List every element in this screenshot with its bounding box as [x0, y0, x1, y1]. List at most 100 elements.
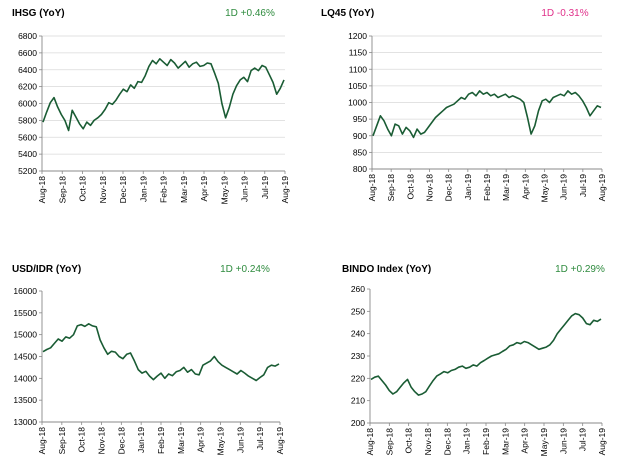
- daily-change-label: 1D +0.24%: [220, 264, 270, 275]
- x-tick-label: Aug-19: [275, 427, 285, 455]
- x-tick-label: Mar-19: [501, 174, 511, 201]
- y-tick-label: 260: [351, 284, 365, 294]
- x-tick-label: Jul-19: [260, 176, 270, 199]
- y-tick-label: 210: [351, 396, 365, 406]
- x-tick-label: Mar-19: [500, 428, 510, 455]
- x-tick-label: Feb-19: [482, 174, 492, 201]
- x-tick-label: Jan-19: [138, 176, 148, 202]
- x-tick-label: Feb-19: [159, 176, 169, 203]
- y-tick-label: 1150: [349, 48, 368, 58]
- x-tick-label: May-19: [540, 174, 550, 203]
- series-line: [370, 312, 602, 396]
- x-tick-label: Dec-18: [118, 176, 128, 204]
- x-tick-label: Apr-19: [199, 176, 209, 202]
- y-tick-label: 900: [353, 131, 367, 141]
- series-line: [42, 57, 285, 132]
- x-tick-label: Aug-18: [37, 176, 47, 204]
- x-tick-label: Nov-18: [425, 174, 435, 202]
- y-tick-label: 6200: [18, 82, 37, 92]
- y-tick-label: 230: [351, 351, 365, 361]
- y-tick-label: 250: [351, 306, 365, 316]
- y-tick-label: 6600: [18, 48, 37, 58]
- x-tick-label: Mar-19: [176, 427, 186, 454]
- y-tick-label: 13000: [13, 417, 37, 427]
- daily-change-label: 1D -0.31%: [541, 8, 588, 19]
- y-tick-label: 15000: [13, 330, 37, 340]
- x-tick-label: Jan-19: [462, 428, 472, 454]
- x-tick-label: May-19: [539, 428, 549, 457]
- x-tick-label: Nov-18: [423, 428, 433, 456]
- x-tick-label: Aug-19: [280, 176, 290, 204]
- x-tick-label: Feb-19: [156, 427, 166, 454]
- x-tick-label: Dec-18: [442, 428, 452, 456]
- series-line: [42, 322, 280, 382]
- x-tick-label: Jan-19: [136, 427, 146, 453]
- y-tick-label: 1000: [348, 98, 367, 108]
- x-tick-label: Jun-19: [240, 176, 250, 202]
- x-tick-label: Aug-19: [597, 174, 607, 202]
- chart-title: USD/IDR (YoY): [12, 264, 81, 275]
- y-tick-label: 5800: [18, 115, 37, 125]
- x-tick-label: Apr-19: [520, 174, 530, 200]
- y-tick-label: 14500: [13, 352, 37, 362]
- y-tick-label: 6000: [18, 99, 37, 109]
- x-tick-label: Nov-18: [98, 176, 108, 204]
- x-tick-label: Feb-19: [481, 428, 491, 455]
- y-tick-label: 220: [351, 373, 365, 383]
- x-tick-label: Oct-18: [404, 428, 414, 454]
- y-tick-label: 16000: [13, 286, 37, 296]
- x-tick-label: Apr-19: [520, 428, 530, 454]
- series-line: [372, 90, 602, 139]
- chart-title: BINDO Index (YoY): [342, 264, 431, 275]
- x-tick-label: Jul-19: [255, 427, 265, 450]
- x-tick-label: Sep-18: [384, 428, 394, 456]
- x-tick-label: Dec-18: [444, 174, 454, 202]
- y-tick-label: 5600: [18, 132, 37, 142]
- x-tick-label: Aug-18: [367, 174, 377, 202]
- y-tick-label: 800: [353, 164, 367, 174]
- x-tick-label: Sep-18: [57, 427, 67, 455]
- x-tick-label: Jan-19: [463, 174, 473, 200]
- x-tick-label: Jul-19: [578, 428, 588, 451]
- y-tick-label: 1050: [348, 81, 367, 91]
- x-tick-label: Sep-18: [386, 174, 396, 202]
- x-tick-label: Jun-19: [235, 427, 245, 453]
- x-tick-label: Jul-19: [578, 174, 588, 197]
- daily-change-label: 1D +0.29%: [555, 264, 605, 275]
- chart-2: LQ45 (YoY) 1D -0.31% 1200 1150 1100 1050 1000 9…: [321, 8, 607, 202]
- y-tick-label: 240: [351, 329, 365, 339]
- x-tick-label: Mar-19: [179, 176, 189, 203]
- x-tick-label: Dec-18: [116, 427, 126, 455]
- x-tick-label: Aug-19: [597, 428, 607, 456]
- x-tick-label: Nov-18: [97, 427, 107, 455]
- y-tick-label: 950: [353, 114, 367, 124]
- daily-change-label: 1D +0.46%: [225, 8, 275, 19]
- x-tick-label: Aug-18: [37, 427, 47, 455]
- chart-3: USD/IDR (YoY) 1D +0.24% 16000 15500 15000 145…: [12, 264, 285, 455]
- x-tick-label: Jun-19: [559, 174, 569, 200]
- x-tick-label: Oct-18: [405, 174, 415, 200]
- y-tick-label: 1100: [349, 64, 368, 74]
- y-tick-label: 850: [353, 147, 367, 157]
- chart-title: IHSG (YoY): [12, 8, 65, 19]
- x-tick-label: Oct-18: [78, 176, 88, 202]
- y-tick-label: 5400: [18, 149, 37, 159]
- y-tick-label: 14000: [13, 373, 37, 383]
- chart-1: IHSG (YoY) 1D +0.46% 6800 6600 6400 6200 6000 5…: [12, 8, 290, 204]
- chart-title: LQ45 (YoY): [321, 8, 374, 19]
- y-tick-label: 6400: [18, 65, 37, 75]
- y-tick-label: 6800: [18, 31, 37, 41]
- chart-4: BINDO Index (YoY) 1D +0.29% 260 250 240 230 22…: [342, 264, 607, 456]
- y-tick-label: 200: [351, 418, 365, 428]
- x-tick-label: May-19: [219, 176, 229, 205]
- x-tick-label: Apr-19: [196, 427, 206, 453]
- x-tick-label: Oct-18: [77, 427, 87, 453]
- y-tick-label: 1200: [348, 31, 367, 41]
- y-tick-label: 15500: [13, 308, 37, 318]
- x-tick-label: Jun-19: [558, 428, 568, 454]
- x-tick-label: Aug-18: [365, 428, 375, 456]
- y-tick-label: 5200: [18, 166, 37, 176]
- x-tick-label: May-19: [216, 427, 226, 456]
- y-tick-label: 13500: [13, 395, 37, 405]
